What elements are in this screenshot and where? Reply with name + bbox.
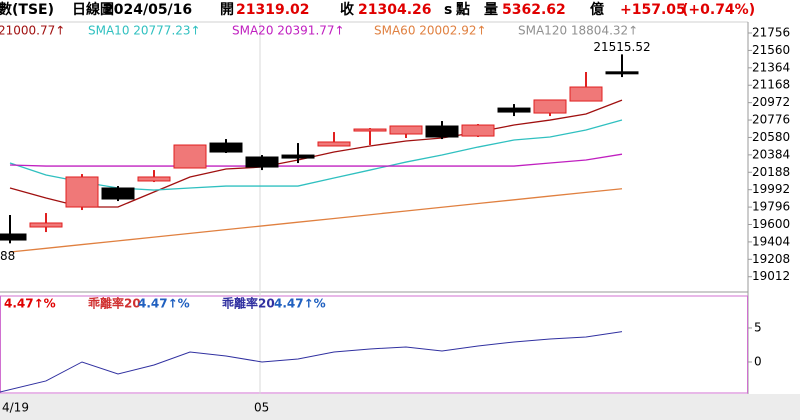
y-tick-label: 19208 — [752, 252, 790, 266]
legend-label: SMA120 18804.32↑ — [518, 24, 638, 38]
legend-label: SMA60 20002.92↑ — [374, 24, 487, 38]
header-text: 數(TSE) — [0, 1, 54, 18]
x-tick-label: 05 — [254, 401, 269, 415]
lower-panel-border — [0, 295, 748, 394]
header-text: 21304.26 — [358, 2, 432, 18]
candle-body — [533, 99, 567, 114]
y-tick-label: 19992 — [752, 182, 790, 196]
candle-body — [389, 125, 423, 135]
legend-label: 21000.77↑ — [0, 24, 65, 38]
header-text: s — [444, 2, 452, 18]
legend-label: SMA20 20391.77↑ — [232, 24, 345, 38]
plot — [0, 54, 639, 253]
legend-label: SMA10 20777.23↑ — [88, 24, 201, 38]
y-tick-label: 20188 — [752, 165, 790, 179]
candle-body — [209, 142, 243, 153]
ma-line — [9, 99, 623, 208]
y-tick-label: 20776 — [752, 113, 790, 127]
y-tick-label: 19404 — [752, 234, 790, 248]
indicator-label: 4.47↑% — [274, 297, 326, 311]
y-tick-label: 0 — [754, 354, 762, 368]
indicator-label: 乖離率20 — [222, 296, 275, 311]
candle-body — [497, 107, 531, 113]
candle-body — [569, 86, 603, 102]
candle-body — [65, 176, 99, 208]
header-text: 開 — [220, 2, 234, 18]
indicator-label: 乖離率20 — [88, 296, 141, 311]
y-tick-label: 5 — [754, 320, 762, 334]
y-tick-label: 21756 — [752, 26, 790, 40]
candle-body — [461, 124, 495, 137]
candle-body — [29, 222, 63, 228]
indicator-label: 4.47↑% — [4, 297, 56, 311]
y-tick-label: 19012 — [752, 269, 790, 283]
x-tick-label: 4/19 — [2, 401, 29, 415]
y-tick-label: 21364 — [752, 60, 790, 74]
candle-body — [317, 141, 351, 147]
candle-body — [353, 128, 387, 132]
header-text: 日線圖 — [72, 1, 114, 18]
indicator-label: 4.47↑% — [138, 297, 190, 311]
y-tick-label: 19796 — [752, 200, 790, 214]
candle-body — [245, 156, 279, 168]
candle-body — [605, 71, 639, 75]
header-text: 5362.62 — [502, 2, 566, 18]
y-tick-label: 20580 — [752, 130, 790, 144]
header-text: 21319.02 — [236, 2, 310, 18]
header-text: 億 — [590, 1, 604, 18]
candle-body — [173, 144, 207, 169]
header-text: +157.05 — [620, 2, 686, 18]
plot — [0, 331, 623, 393]
header-text: 收 — [340, 1, 355, 18]
y-tick-label: 20384 — [752, 147, 790, 161]
candle-body — [101, 187, 135, 200]
header-text: 2024/05/16 — [104, 2, 192, 18]
low-label: 88 — [0, 249, 15, 263]
bias-line — [0, 331, 623, 393]
candle-body — [137, 176, 171, 182]
ma-line — [9, 188, 623, 253]
header-text: (+0.74%) — [682, 2, 755, 18]
candle-body — [425, 125, 459, 138]
header-text: 點 — [456, 1, 470, 18]
high-label: 21515.52 — [593, 40, 650, 54]
y-tick-label: 19600 — [752, 217, 790, 231]
y-tick-label: 20972 — [752, 95, 790, 109]
y-tick-label: 21168 — [752, 78, 790, 92]
ma-line — [9, 119, 623, 191]
x-axis-band — [0, 394, 800, 420]
y-tick-label: 21560 — [752, 43, 790, 57]
candle-body — [0, 233, 27, 241]
header-text: 量 — [484, 2, 498, 18]
candle-body — [281, 154, 315, 159]
ma-line — [9, 153, 623, 167]
